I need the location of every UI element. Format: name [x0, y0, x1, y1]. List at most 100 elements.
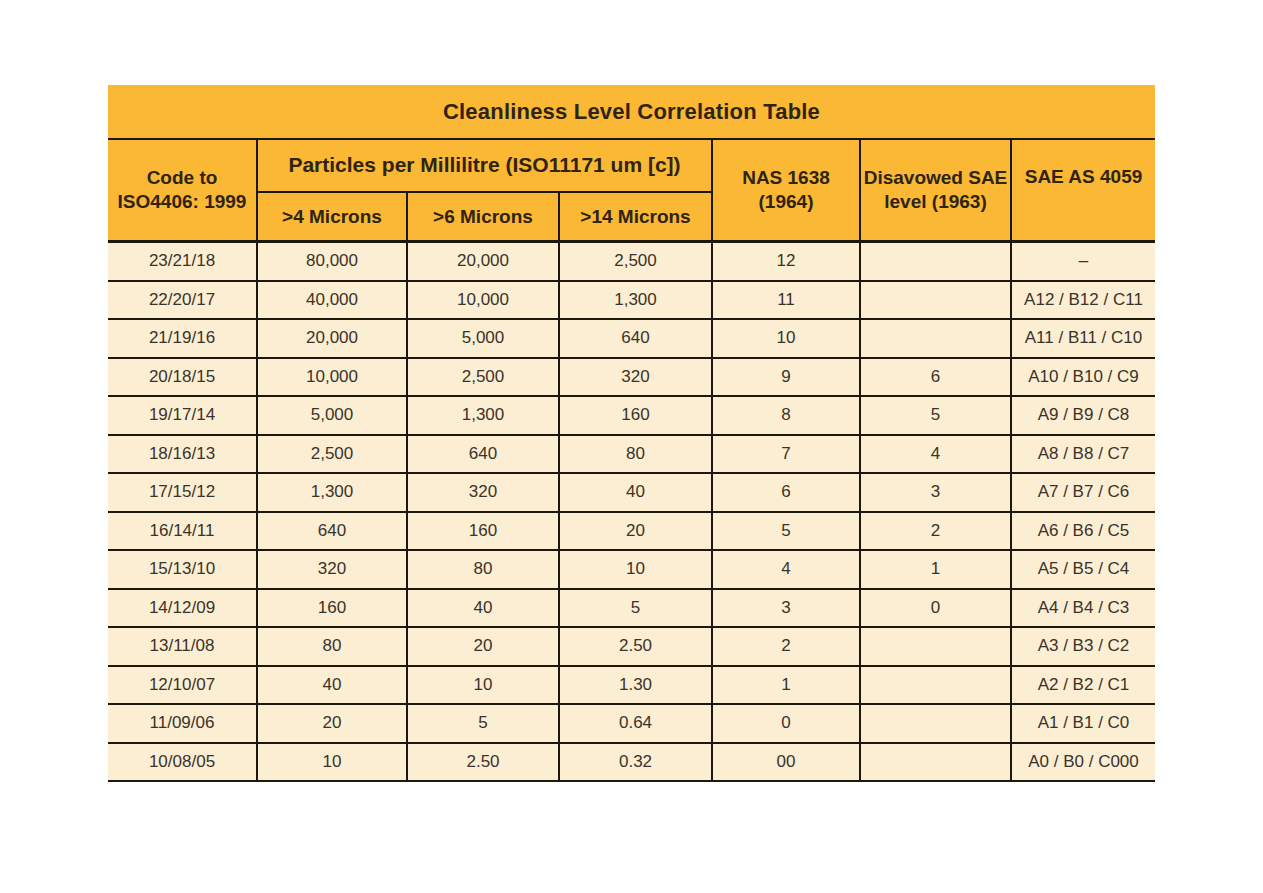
- cell: [861, 667, 1012, 704]
- cell: 17/15/12: [108, 474, 258, 511]
- header-nas-line2: (1964): [759, 190, 814, 214]
- cell: A11 / B11 / C10: [1012, 320, 1155, 357]
- cell: 12: [713, 243, 861, 280]
- cell: 10: [258, 744, 408, 781]
- cell: 1,300: [560, 282, 713, 319]
- cell: 1,300: [258, 474, 408, 511]
- cell: 5: [861, 397, 1012, 434]
- cell: 16/14/11: [108, 513, 258, 550]
- cell: 1,300: [408, 397, 560, 434]
- cell: 00: [713, 744, 861, 781]
- cell: 8: [713, 397, 861, 434]
- cell: 640: [258, 513, 408, 550]
- cell: 320: [408, 474, 560, 511]
- cell: 10,000: [408, 282, 560, 319]
- cell: 3: [861, 474, 1012, 511]
- cell: 80: [560, 436, 713, 473]
- cell: 2.50: [560, 628, 713, 665]
- table-row: 17/15/121,3003204063A7 / B7 / C6: [108, 474, 1155, 513]
- cell: 1: [713, 667, 861, 704]
- cell: 1: [861, 551, 1012, 588]
- table-row: 12/10/0740101.301 A2 / B2 / C1: [108, 667, 1155, 706]
- table-row: 18/16/132,5006408074A8 / B8 / C7: [108, 436, 1155, 475]
- cell: 40,000: [258, 282, 408, 319]
- cell: [861, 282, 1012, 319]
- cell: A6 / B6 / C5: [1012, 513, 1155, 550]
- header-iso-code-line2: ISO4406: 1999: [118, 190, 247, 214]
- cell: A2 / B2 / C1: [1012, 667, 1155, 704]
- cleanliness-correlation-table: Cleanliness Level Correlation Table Code…: [108, 85, 1155, 782]
- cell: 40: [258, 667, 408, 704]
- cell: 6: [861, 359, 1012, 396]
- cell: 21/19/16: [108, 320, 258, 357]
- table-row: 21/19/1620,0005,00064010A11 / B11 / C10: [108, 320, 1155, 359]
- cell: 20: [408, 628, 560, 665]
- cell: 0: [861, 590, 1012, 627]
- cell: 10: [560, 551, 713, 588]
- cell: 20/18/15: [108, 359, 258, 396]
- header-disavowed-line1: Disavowed SAE: [864, 166, 1008, 190]
- cell: 22/20/17: [108, 282, 258, 319]
- cell: 9: [713, 359, 861, 396]
- cell: 640: [408, 436, 560, 473]
- cell: A5 / B5 / C4: [1012, 551, 1155, 588]
- table-row: 22/20/1740,00010,0001,30011A12 / B12 / C…: [108, 282, 1155, 321]
- cell: 11: [713, 282, 861, 319]
- table-row: 23/21/1880,00020,0002,50012–: [108, 243, 1155, 282]
- cell: 2: [861, 513, 1012, 550]
- cell: 160: [560, 397, 713, 434]
- header-6-microns-label: >6 Microns: [433, 205, 533, 229]
- header-cell-disavowed-sae: Disavowed SAE level (1963): [861, 140, 1012, 240]
- table-row: 13/11/0880202.502A3 / B3 / C2: [108, 628, 1155, 667]
- table-row: 10/08/05102.500.3200A0 / B0 / C000: [108, 744, 1155, 783]
- cell: 11/09/06: [108, 705, 258, 742]
- cell: 13/11/08: [108, 628, 258, 665]
- cell: 20,000: [408, 243, 560, 280]
- cell: A0 / B0 / C000: [1012, 744, 1155, 781]
- header-cell-sae-as-4059: SAE AS 4059: [1012, 140, 1155, 240]
- cell: 2,500: [258, 436, 408, 473]
- cell: 4: [713, 551, 861, 588]
- cell: 640: [560, 320, 713, 357]
- cell: 10: [408, 667, 560, 704]
- cell: 7: [713, 436, 861, 473]
- cell: 5,000: [258, 397, 408, 434]
- header-14-microns-label: >14 Microns: [580, 205, 690, 229]
- cell: 2.50: [408, 744, 560, 781]
- cell: [861, 243, 1012, 280]
- cell: [861, 320, 1012, 357]
- cell: 15/13/10: [108, 551, 258, 588]
- cell: 12/10/07: [108, 667, 258, 704]
- header-nas-line1: NAS 1638: [742, 166, 830, 190]
- header-cell-nas-1638: NAS 1638 (1964): [713, 140, 861, 240]
- table-row: 14/12/0916040530A4 / B4 / C3: [108, 590, 1155, 629]
- header-iso-code-line1: Code to: [147, 166, 218, 190]
- table-row: 20/18/1510,0002,50032096A10 / B10 / C9: [108, 359, 1155, 398]
- header-cell-iso-code: Code to ISO4406: 1999: [108, 140, 258, 240]
- page: Cleanliness Level Correlation Table Code…: [0, 0, 1263, 893]
- cell: 5,000: [408, 320, 560, 357]
- table-row: 15/13/10320801041A5 / B5 / C4: [108, 551, 1155, 590]
- table-title-text: Cleanliness Level Correlation Table: [443, 99, 820, 125]
- cell: 4: [861, 436, 1012, 473]
- cell: [861, 628, 1012, 665]
- cell: A10 / B10 / C9: [1012, 359, 1155, 396]
- table-header: Code to ISO4406: 1999 Particles per Mill…: [108, 138, 1155, 243]
- cell: 40: [408, 590, 560, 627]
- cell: 1.30: [560, 667, 713, 704]
- cell: 0: [713, 705, 861, 742]
- cell: 160: [408, 513, 560, 550]
- cell: 40: [560, 474, 713, 511]
- cell: 20: [560, 513, 713, 550]
- cell: 5: [713, 513, 861, 550]
- cell: 80: [408, 551, 560, 588]
- cell: 80,000: [258, 243, 408, 280]
- cell: 3: [713, 590, 861, 627]
- cell: A9 / B9 / C8: [1012, 397, 1155, 434]
- cell: A7 / B7 / C6: [1012, 474, 1155, 511]
- header-cell-6-microns: >6 Microns: [408, 193, 560, 240]
- cell: A8 / B8 / C7: [1012, 436, 1155, 473]
- cell: 10/08/05: [108, 744, 258, 781]
- cell: 80: [258, 628, 408, 665]
- table-row: 11/09/062050.640A1 / B1 / C0: [108, 705, 1155, 744]
